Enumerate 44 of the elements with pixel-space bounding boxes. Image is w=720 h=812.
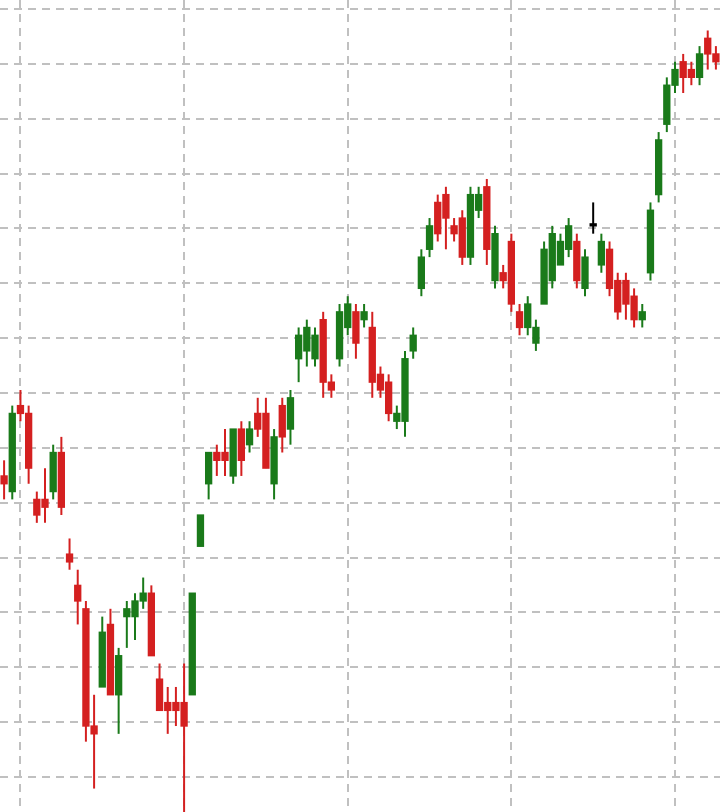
candlestick <box>360 303 368 329</box>
candlestick <box>294 326 303 384</box>
candlestick <box>524 295 532 337</box>
candlestick <box>573 232 581 290</box>
candlestick <box>434 193 442 243</box>
candlestick <box>311 326 319 368</box>
candlestick <box>704 29 712 71</box>
candlestick <box>638 303 646 329</box>
candlestick <box>114 646 123 735</box>
candlestick <box>172 685 180 728</box>
candlestick <box>180 662 188 812</box>
candlestick <box>65 537 74 571</box>
candlestick <box>139 576 147 610</box>
candlestick <box>286 388 295 446</box>
candlestick <box>417 248 426 298</box>
candlestick <box>123 599 131 649</box>
candlestick <box>515 303 524 337</box>
candlestick <box>679 52 687 94</box>
candlestick <box>663 76 671 134</box>
candlestick <box>687 60 696 87</box>
candlestick <box>155 662 164 712</box>
candlestick <box>581 248 589 298</box>
candlestick <box>164 685 172 735</box>
candlestick <box>564 217 573 259</box>
candlestick <box>442 185 450 251</box>
candlestick <box>425 217 434 259</box>
candlestick <box>622 271 630 321</box>
candlestick <box>196 514 205 547</box>
candlestick <box>49 443 57 501</box>
candlestick <box>278 396 286 454</box>
candlestick <box>204 451 213 501</box>
candlestick <box>695 45 704 87</box>
candlestick <box>352 303 360 360</box>
candlestick <box>589 201 597 235</box>
candlestick <box>597 232 606 274</box>
candlestick <box>384 373 393 423</box>
candlestick <box>41 467 49 524</box>
candlestick <box>458 209 466 266</box>
candlestick <box>245 420 254 454</box>
candlestick <box>221 428 229 477</box>
candlestick <box>0 459 8 501</box>
candlestick <box>33 490 41 524</box>
candlestick <box>213 443 221 477</box>
candlestick <box>237 420 246 477</box>
